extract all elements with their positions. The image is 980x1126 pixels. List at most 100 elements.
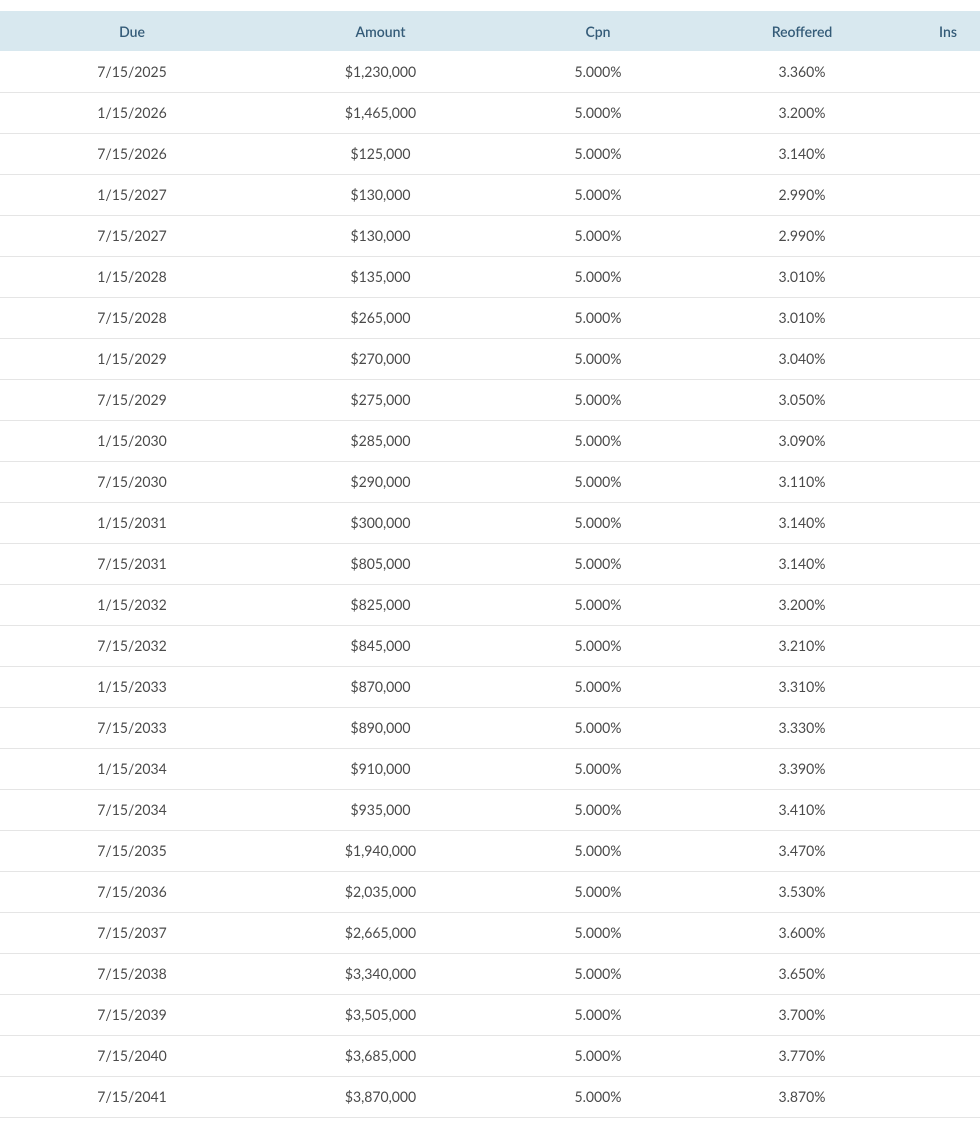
cell-ins (916, 1035, 980, 1076)
cell-cpn: 5.000% (508, 748, 688, 789)
col-header-due[interactable]: Due (11, 11, 253, 51)
row-gutter (0, 625, 11, 666)
table-row: 7/15/2041$3,870,0005.000%3.870% (0, 1076, 980, 1117)
cell-cpn: 5.000% (508, 133, 688, 174)
table-row: 1/15/2028$135,0005.000%3.010% (0, 256, 980, 297)
cell-ins (916, 871, 980, 912)
cell-amount: $1,465,000 (253, 92, 508, 133)
cell-reoffered: 3.210% (688, 625, 916, 666)
row-gutter (0, 748, 11, 789)
table-row: 1/15/2030$285,0005.000%3.090% (0, 420, 980, 461)
cell-ins (916, 420, 980, 461)
cell-cpn: 5.000% (508, 51, 688, 92)
cell-ins (916, 133, 980, 174)
cell-ins (916, 502, 980, 543)
cell-cpn: 5.000% (508, 1035, 688, 1076)
cell-amount: $3,870,000 (253, 1076, 508, 1117)
cell-reoffered: 3.390% (688, 748, 916, 789)
cell-ins (916, 297, 980, 338)
cell-reoffered: 3.600% (688, 912, 916, 953)
table-row: 1/15/2032$825,0005.000%3.200% (0, 584, 980, 625)
cell-due: 1/15/2031 (11, 502, 253, 543)
col-header-reoffered[interactable]: Reoffered (688, 11, 916, 51)
table-row: 7/15/2039$3,505,0005.000%3.700% (0, 994, 980, 1035)
col-header-amount[interactable]: Amount (253, 11, 508, 51)
table-row: 7/15/2040$3,685,0005.000%3.770% (0, 1035, 980, 1076)
cell-cpn: 5.000% (508, 543, 688, 584)
col-header-ins[interactable]: Ins (916, 11, 980, 51)
cell-cpn: 5.000% (508, 871, 688, 912)
cell-reoffered: 3.530% (688, 871, 916, 912)
cell-due: 7/15/2039 (11, 994, 253, 1035)
cell-ins (916, 543, 980, 584)
row-gutter (0, 543, 11, 584)
cell-ins (916, 707, 980, 748)
cell-reoffered: 3.870% (688, 1076, 916, 1117)
cell-amount: $2,035,000 (253, 871, 508, 912)
table-row: 1/15/2026$1,465,0005.000%3.200% (0, 92, 980, 133)
table-row: 1/15/2029$270,0005.000%3.040% (0, 338, 980, 379)
table-row: 7/15/2038$3,340,0005.000%3.650% (0, 953, 980, 994)
row-gutter (0, 502, 11, 543)
table-row: 7/15/2028$265,0005.000%3.010% (0, 297, 980, 338)
cell-ins (916, 748, 980, 789)
cell-due: 7/15/2041 (11, 1076, 253, 1117)
cell-cpn: 5.000% (508, 92, 688, 133)
cell-due: 7/15/2027 (11, 215, 253, 256)
table-row: 7/15/2032$845,0005.000%3.210% (0, 625, 980, 666)
top-spacer (0, 0, 980, 11)
row-gutter (0, 707, 11, 748)
row-gutter (0, 338, 11, 379)
cell-amount: $130,000 (253, 215, 508, 256)
cell-reoffered: 3.010% (688, 256, 916, 297)
row-gutter (0, 1076, 11, 1117)
cell-ins (916, 830, 980, 871)
cell-due: 1/15/2027 (11, 174, 253, 215)
table-row: 1/15/2034$910,0005.000%3.390% (0, 748, 980, 789)
cell-amount: $845,000 (253, 625, 508, 666)
cell-reoffered: 3.140% (688, 543, 916, 584)
cell-due: 7/15/2036 (11, 871, 253, 912)
row-gutter (0, 420, 11, 461)
col-header-cpn[interactable]: Cpn (508, 11, 688, 51)
cell-ins (916, 584, 980, 625)
cell-amount: $2,665,000 (253, 912, 508, 953)
cell-amount: $3,685,000 (253, 1035, 508, 1076)
cell-amount: $825,000 (253, 584, 508, 625)
table-body: 7/15/2025$1,230,0005.000%3.360%1/15/2026… (0, 51, 980, 1117)
cell-cpn: 5.000% (508, 625, 688, 666)
table-row: 7/15/2031$805,0005.000%3.140% (0, 543, 980, 584)
cell-cpn: 5.000% (508, 789, 688, 830)
cell-due: 7/15/2040 (11, 1035, 253, 1076)
cell-ins (916, 994, 980, 1035)
cell-amount: $935,000 (253, 789, 508, 830)
cell-reoffered: 3.140% (688, 133, 916, 174)
cell-cpn: 5.000% (508, 912, 688, 953)
cell-reoffered: 3.310% (688, 666, 916, 707)
cell-amount: $1,940,000 (253, 830, 508, 871)
table-row: 7/15/2035$1,940,0005.000%3.470% (0, 830, 980, 871)
cell-reoffered: 3.200% (688, 92, 916, 133)
cell-cpn: 5.000% (508, 461, 688, 502)
cell-ins (916, 625, 980, 666)
cell-ins (916, 215, 980, 256)
cell-amount: $890,000 (253, 707, 508, 748)
cell-due: 1/15/2032 (11, 584, 253, 625)
cell-cpn: 5.000% (508, 256, 688, 297)
cell-amount: $290,000 (253, 461, 508, 502)
cell-due: 1/15/2029 (11, 338, 253, 379)
cell-reoffered: 3.110% (688, 461, 916, 502)
table-row: 7/15/2025$1,230,0005.000%3.360% (0, 51, 980, 92)
cell-ins (916, 338, 980, 379)
cell-amount: $300,000 (253, 502, 508, 543)
cell-due: 7/15/2032 (11, 625, 253, 666)
cell-cpn: 5.000% (508, 338, 688, 379)
cell-due: 1/15/2030 (11, 420, 253, 461)
row-gutter (0, 584, 11, 625)
table-row: 7/15/2036$2,035,0005.000%3.530% (0, 871, 980, 912)
row-gutter (0, 174, 11, 215)
cell-reoffered: 3.140% (688, 502, 916, 543)
cell-cpn: 5.000% (508, 174, 688, 215)
table-row: 1/15/2033$870,0005.000%3.310% (0, 666, 980, 707)
row-gutter (0, 666, 11, 707)
